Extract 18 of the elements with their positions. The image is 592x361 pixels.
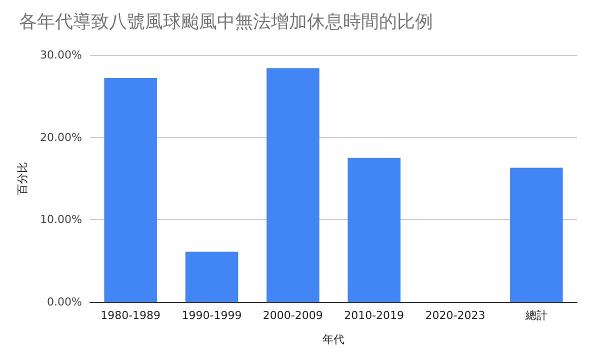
- y-axis-title: 百分比: [16, 162, 29, 195]
- bar: [348, 158, 400, 302]
- bar: [104, 78, 157, 302]
- x-tick-label: 2000-2009: [262, 309, 323, 322]
- x-tick-label: 1980-1989: [100, 309, 161, 322]
- x-axis-title: 年代: [322, 333, 344, 346]
- bar: [266, 68, 320, 302]
- y-tick-label: 0.00%: [47, 296, 82, 308]
- bar: [185, 252, 238, 302]
- x-tick-label: 2020-2023: [425, 309, 486, 322]
- bar: [510, 168, 563, 302]
- y-tick-label: 20.00%: [40, 130, 82, 144]
- y-tick-label: 30.00%: [40, 48, 82, 62]
- y-tick-label: 10.00%: [40, 213, 82, 226]
- chart-title: 各年代導致八號風球颱風中無法增加休息時間的比例: [19, 12, 433, 32]
- x-tick-label: 總計: [524, 309, 548, 322]
- x-tick-label: 2010-2019: [344, 309, 404, 322]
- x-tick-label: 1990-1999: [182, 309, 242, 322]
